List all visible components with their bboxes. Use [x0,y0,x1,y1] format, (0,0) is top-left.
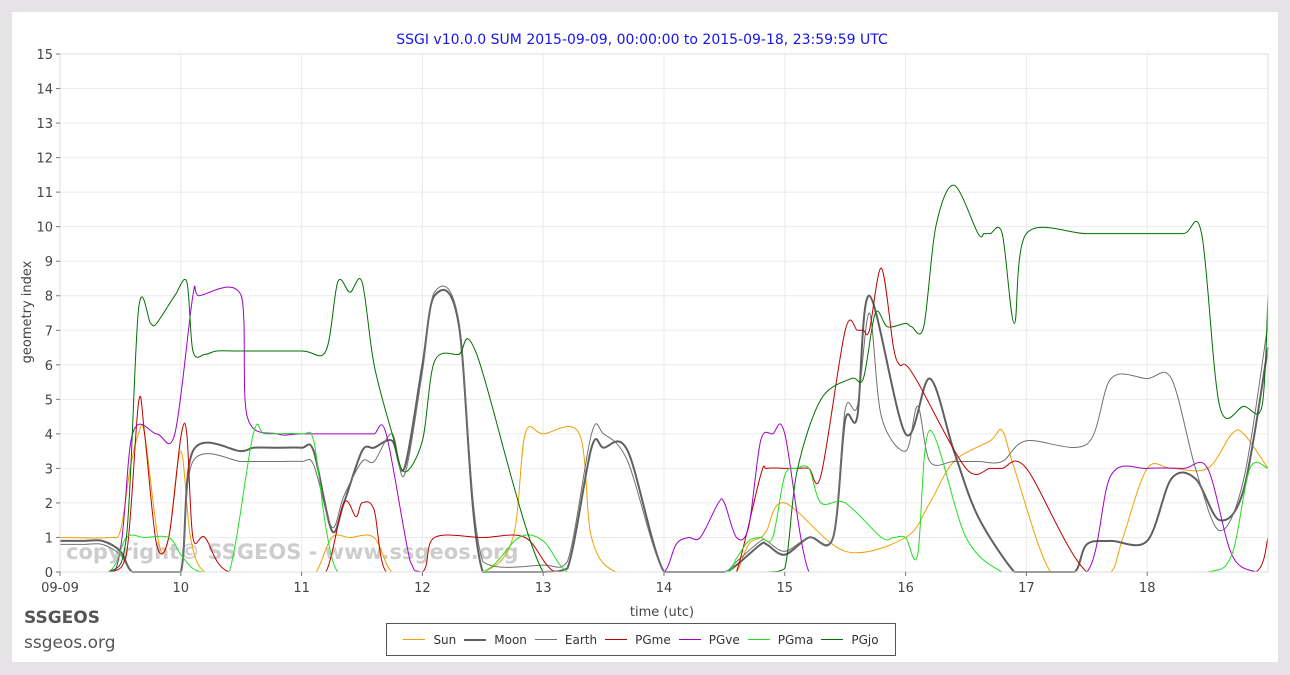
legend-label: PGjo [851,632,879,647]
x-tick-label: 10 [173,581,190,596]
legend-item-pgve: PGve [678,632,740,647]
legend-swatch [534,639,557,640]
series-line-earth [60,285,1269,573]
y-tick-label: 11 [36,186,53,201]
legend-item-sun: Sun [403,633,456,647]
legend-item-pgjo: PGjo [821,632,879,647]
x-tick-label: 15 [777,581,794,596]
x-axis-label: time (utc) [630,605,694,620]
x-tick-label: 13 [535,581,552,596]
legend-swatch [605,639,628,640]
legend-label: Sun [433,632,457,647]
legend-label: PGma [777,632,814,647]
legend-swatch [403,639,426,640]
legend-label: PGve [708,632,740,647]
y-tick-label: 10 [36,221,53,236]
y-tick-label: 12 [36,152,53,167]
legend-swatch [464,638,487,641]
watermark: copyright© SSGEOS - www.ssgeos.org [66,540,519,564]
x-tick-label: 16 [897,581,914,596]
legend-label: Moon [494,632,527,647]
x-tick-label: 11 [293,581,310,596]
legend-swatch [747,639,770,640]
y-tick-label: 3 [45,462,53,477]
x-tick-label: 17 [1018,581,1035,596]
x-tick-label: 18 [1139,581,1156,596]
y-tick-label: 9 [45,255,53,270]
legend-label: PGme [635,632,671,647]
legend-swatch [821,639,844,640]
x-tick-label: 14 [656,581,673,596]
legend-item-earth: Earth [534,632,598,647]
y-tick-label: 6 [45,359,53,374]
y-tick-label: 7 [45,324,53,339]
y-tick-label: 8 [45,290,53,305]
y-tick-label: 15 [36,48,53,63]
legend-item-pgma: PGma [747,632,814,647]
legend-item-moon: Moon [464,633,527,647]
legend: Sun Moon Earth PGme PGve PGma PGjo [386,623,896,656]
y-tick-label: 1 [45,531,53,546]
brand-url: ssgeos.org [24,633,116,653]
y-tick-label: 4 [45,428,53,443]
brand-name: SSGEOS [24,608,100,628]
y-tick-label: 0 [45,566,53,581]
x-tick-label: 12 [414,581,431,596]
x-tick-label: 09-09 [41,581,79,596]
y-axis-label: geometry index [20,260,35,363]
chart-title: SSGI v10.0.0 SUM 2015-09-09, 00:00:00 to… [396,32,888,48]
y-tick-label: 2 [45,497,53,512]
legend-label: Earth [564,632,598,647]
y-tick-label: 5 [45,393,53,408]
y-tick-label: 13 [36,117,53,132]
legend-item-pgme: PGme [605,633,671,647]
y-tick-label: 14 [36,83,53,98]
legend-swatch [678,639,701,640]
